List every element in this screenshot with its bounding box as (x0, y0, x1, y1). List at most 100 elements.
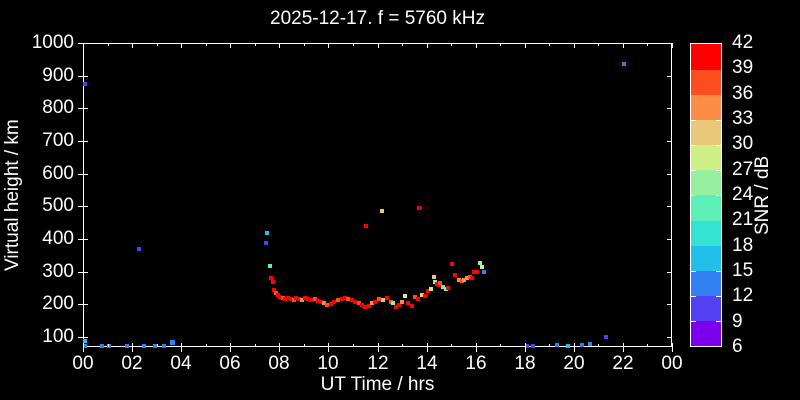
data-point (100, 344, 105, 348)
x-minor-tick-top (304, 43, 305, 46)
data-point (328, 301, 333, 306)
data-point (366, 303, 371, 308)
y-major-tick-right (667, 76, 672, 77)
colorbar-segment (691, 94, 721, 120)
data-point (385, 295, 390, 300)
x-major-tick-top (230, 43, 231, 48)
x-minor-tick-top (206, 43, 207, 46)
colorbar-tick-label: 24 (732, 184, 754, 205)
data-point (359, 303, 364, 308)
data-point (336, 298, 340, 303)
x-minor-tick (647, 344, 648, 347)
colorbar-tick-label: 36 (732, 82, 754, 104)
colorbar-tick (716, 220, 721, 222)
data-point (342, 296, 347, 301)
colorbar-tick (716, 144, 721, 146)
data-point (267, 263, 272, 268)
colorbar-tick (716, 245, 721, 247)
colorbar-segment (691, 270, 721, 297)
data-point (478, 260, 483, 265)
y-tick-label: 900 (42, 65, 74, 86)
x-major-tick-top (525, 43, 526, 48)
x-major-tick (574, 343, 575, 352)
colorbar (690, 43, 722, 347)
data-point (271, 280, 276, 285)
colorbar-title: SNR / dB (752, 155, 773, 235)
y-major-tick-right (667, 337, 672, 338)
x-tick-label: 00 (661, 353, 683, 374)
colorbar-tick-label: 27 (732, 158, 754, 180)
x-minor-tick-top (108, 43, 109, 46)
colorbar-tick-label: 42 (732, 32, 754, 53)
y-tick-label: 700 (42, 130, 74, 151)
x-tick-label: 02 (121, 353, 143, 374)
data-point (364, 223, 369, 228)
data-point (83, 344, 88, 348)
data-point (413, 294, 418, 299)
x-tick-label: 08 (268, 353, 290, 374)
data-point (363, 305, 367, 310)
colorbar-tick (691, 169, 696, 171)
data-point (423, 293, 428, 298)
data-point (300, 297, 305, 302)
y-major-tick-right (667, 206, 672, 207)
data-point (524, 343, 529, 348)
colorbar-tick-label: 9 (732, 310, 743, 332)
data-point (272, 287, 277, 292)
data-point (587, 342, 592, 347)
y-tick-label: 100 (42, 326, 74, 347)
data-point (324, 302, 329, 307)
colorbar-tick-label: 18 (732, 234, 754, 256)
colorbar-tick (716, 169, 721, 171)
y-major-tick (78, 141, 88, 142)
data-point (604, 334, 609, 339)
x-minor-tick-top (647, 43, 648, 46)
data-point (621, 61, 626, 66)
x-major-tick (378, 343, 379, 352)
colorbar-segment (691, 119, 721, 146)
colorbar-tick (691, 119, 696, 121)
x-major-tick (476, 343, 477, 352)
x-major-tick (427, 343, 428, 352)
data-point (394, 304, 399, 309)
data-point (420, 293, 425, 298)
data-point (479, 265, 484, 270)
y-major-tick (78, 337, 88, 338)
data-point (318, 300, 323, 305)
x-minor-tick (353, 344, 354, 347)
x-minor-tick (157, 344, 158, 347)
colorbar-tick (716, 119, 721, 121)
data-point (294, 296, 299, 301)
colorbar-segment (691, 195, 721, 221)
data-point (482, 269, 487, 274)
y-major-tick (78, 108, 88, 109)
data-point (124, 344, 129, 348)
data-point (280, 296, 285, 301)
data-point (296, 297, 301, 302)
x-major-tick (230, 343, 231, 352)
x-minor-tick (451, 344, 452, 347)
data-point (415, 297, 420, 302)
data-point (417, 206, 422, 211)
chart-title: 2025-12-17. f = 5760 kHz (270, 8, 485, 29)
data-point (264, 241, 269, 246)
colorbar-segment (691, 245, 721, 271)
data-point (289, 297, 294, 302)
data-point (381, 298, 386, 302)
data-point (566, 344, 571, 348)
colorbar-tick (716, 320, 721, 322)
y-major-tick-right (667, 141, 672, 142)
data-point (332, 299, 337, 304)
data-point (462, 278, 467, 283)
data-point (291, 298, 296, 303)
data-point (380, 208, 385, 213)
data-point (471, 269, 476, 274)
colorbar-tick-label: 12 (732, 285, 754, 307)
colorbar-tick-label: 30 (732, 133, 754, 155)
data-point (286, 295, 291, 300)
x-major-tick (279, 343, 280, 352)
x-major-tick-top (279, 43, 280, 48)
x-major-tick-top (181, 43, 182, 48)
x-major-tick (132, 343, 133, 352)
